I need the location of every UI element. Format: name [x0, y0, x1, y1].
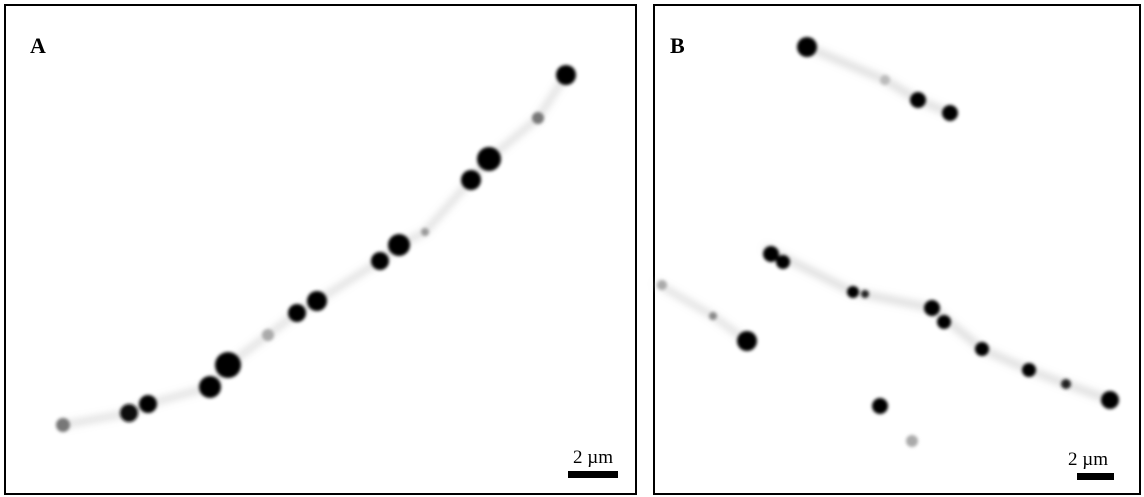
puncta [56, 65, 576, 432]
scale-bar [568, 471, 618, 478]
panel-frame [4, 4, 637, 495]
puncta [657, 37, 1119, 447]
panel-label: A [30, 33, 46, 58]
filament [805, 44, 952, 116]
panel-frame [653, 4, 1141, 495]
panel-b: B 2 µm [653, 4, 1141, 495]
panel-a: A 2 µm [4, 4, 637, 495]
scale-bar-label: 2 µm [1068, 449, 1108, 470]
scale-bar-label: 2 µm [573, 447, 613, 468]
scale-bar [1077, 473, 1114, 480]
panel-label: B [670, 33, 685, 58]
